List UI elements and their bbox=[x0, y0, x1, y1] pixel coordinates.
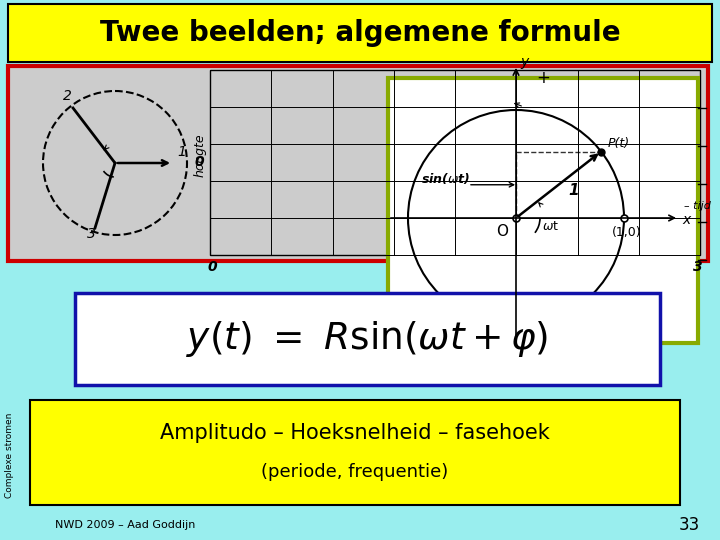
Bar bbox=[8, 66, 708, 261]
Text: 2: 2 bbox=[63, 89, 72, 103]
Text: 3: 3 bbox=[693, 260, 703, 274]
Text: y: y bbox=[520, 55, 528, 69]
Text: Twee beelden; algemene formule: Twee beelden; algemene formule bbox=[99, 19, 621, 47]
Circle shape bbox=[43, 91, 187, 235]
Bar bbox=[8, 4, 712, 62]
Text: 33: 33 bbox=[679, 516, 700, 534]
Text: hoogte: hoogte bbox=[194, 133, 207, 177]
Bar bbox=[30, 400, 680, 505]
Text: 0: 0 bbox=[207, 260, 217, 274]
Text: – tijd: – tijd bbox=[684, 201, 711, 211]
Text: 1: 1 bbox=[177, 145, 186, 159]
Text: $y(t)\ =\ R\sin(\omega t + \varphi)$: $y(t)\ =\ R\sin(\omega t + \varphi)$ bbox=[186, 319, 549, 359]
Text: sin($\omega$t): sin($\omega$t) bbox=[421, 171, 470, 186]
Text: Complexe stromen: Complexe stromen bbox=[6, 413, 14, 498]
Bar bbox=[210, 70, 700, 255]
Text: NWD 2009 – Aad Goddijn: NWD 2009 – Aad Goddijn bbox=[55, 520, 195, 530]
Bar bbox=[388, 78, 698, 343]
Text: (1,0): (1,0) bbox=[612, 226, 642, 239]
Text: 1: 1 bbox=[569, 183, 579, 198]
Text: O: O bbox=[496, 224, 508, 239]
Text: P(t): P(t) bbox=[608, 137, 630, 150]
Text: 0: 0 bbox=[194, 156, 204, 170]
Text: $\omega$t: $\omega$t bbox=[542, 220, 559, 233]
Text: Amplitudo – Hoeksnelheid – fasehoek: Amplitudo – Hoeksnelheid – fasehoek bbox=[160, 423, 550, 443]
Text: +: + bbox=[536, 69, 550, 87]
Text: (periode, frequentie): (periode, frequentie) bbox=[261, 463, 449, 481]
Bar bbox=[75, 293, 660, 385]
Text: 3: 3 bbox=[87, 227, 96, 241]
Text: x: x bbox=[682, 213, 690, 227]
